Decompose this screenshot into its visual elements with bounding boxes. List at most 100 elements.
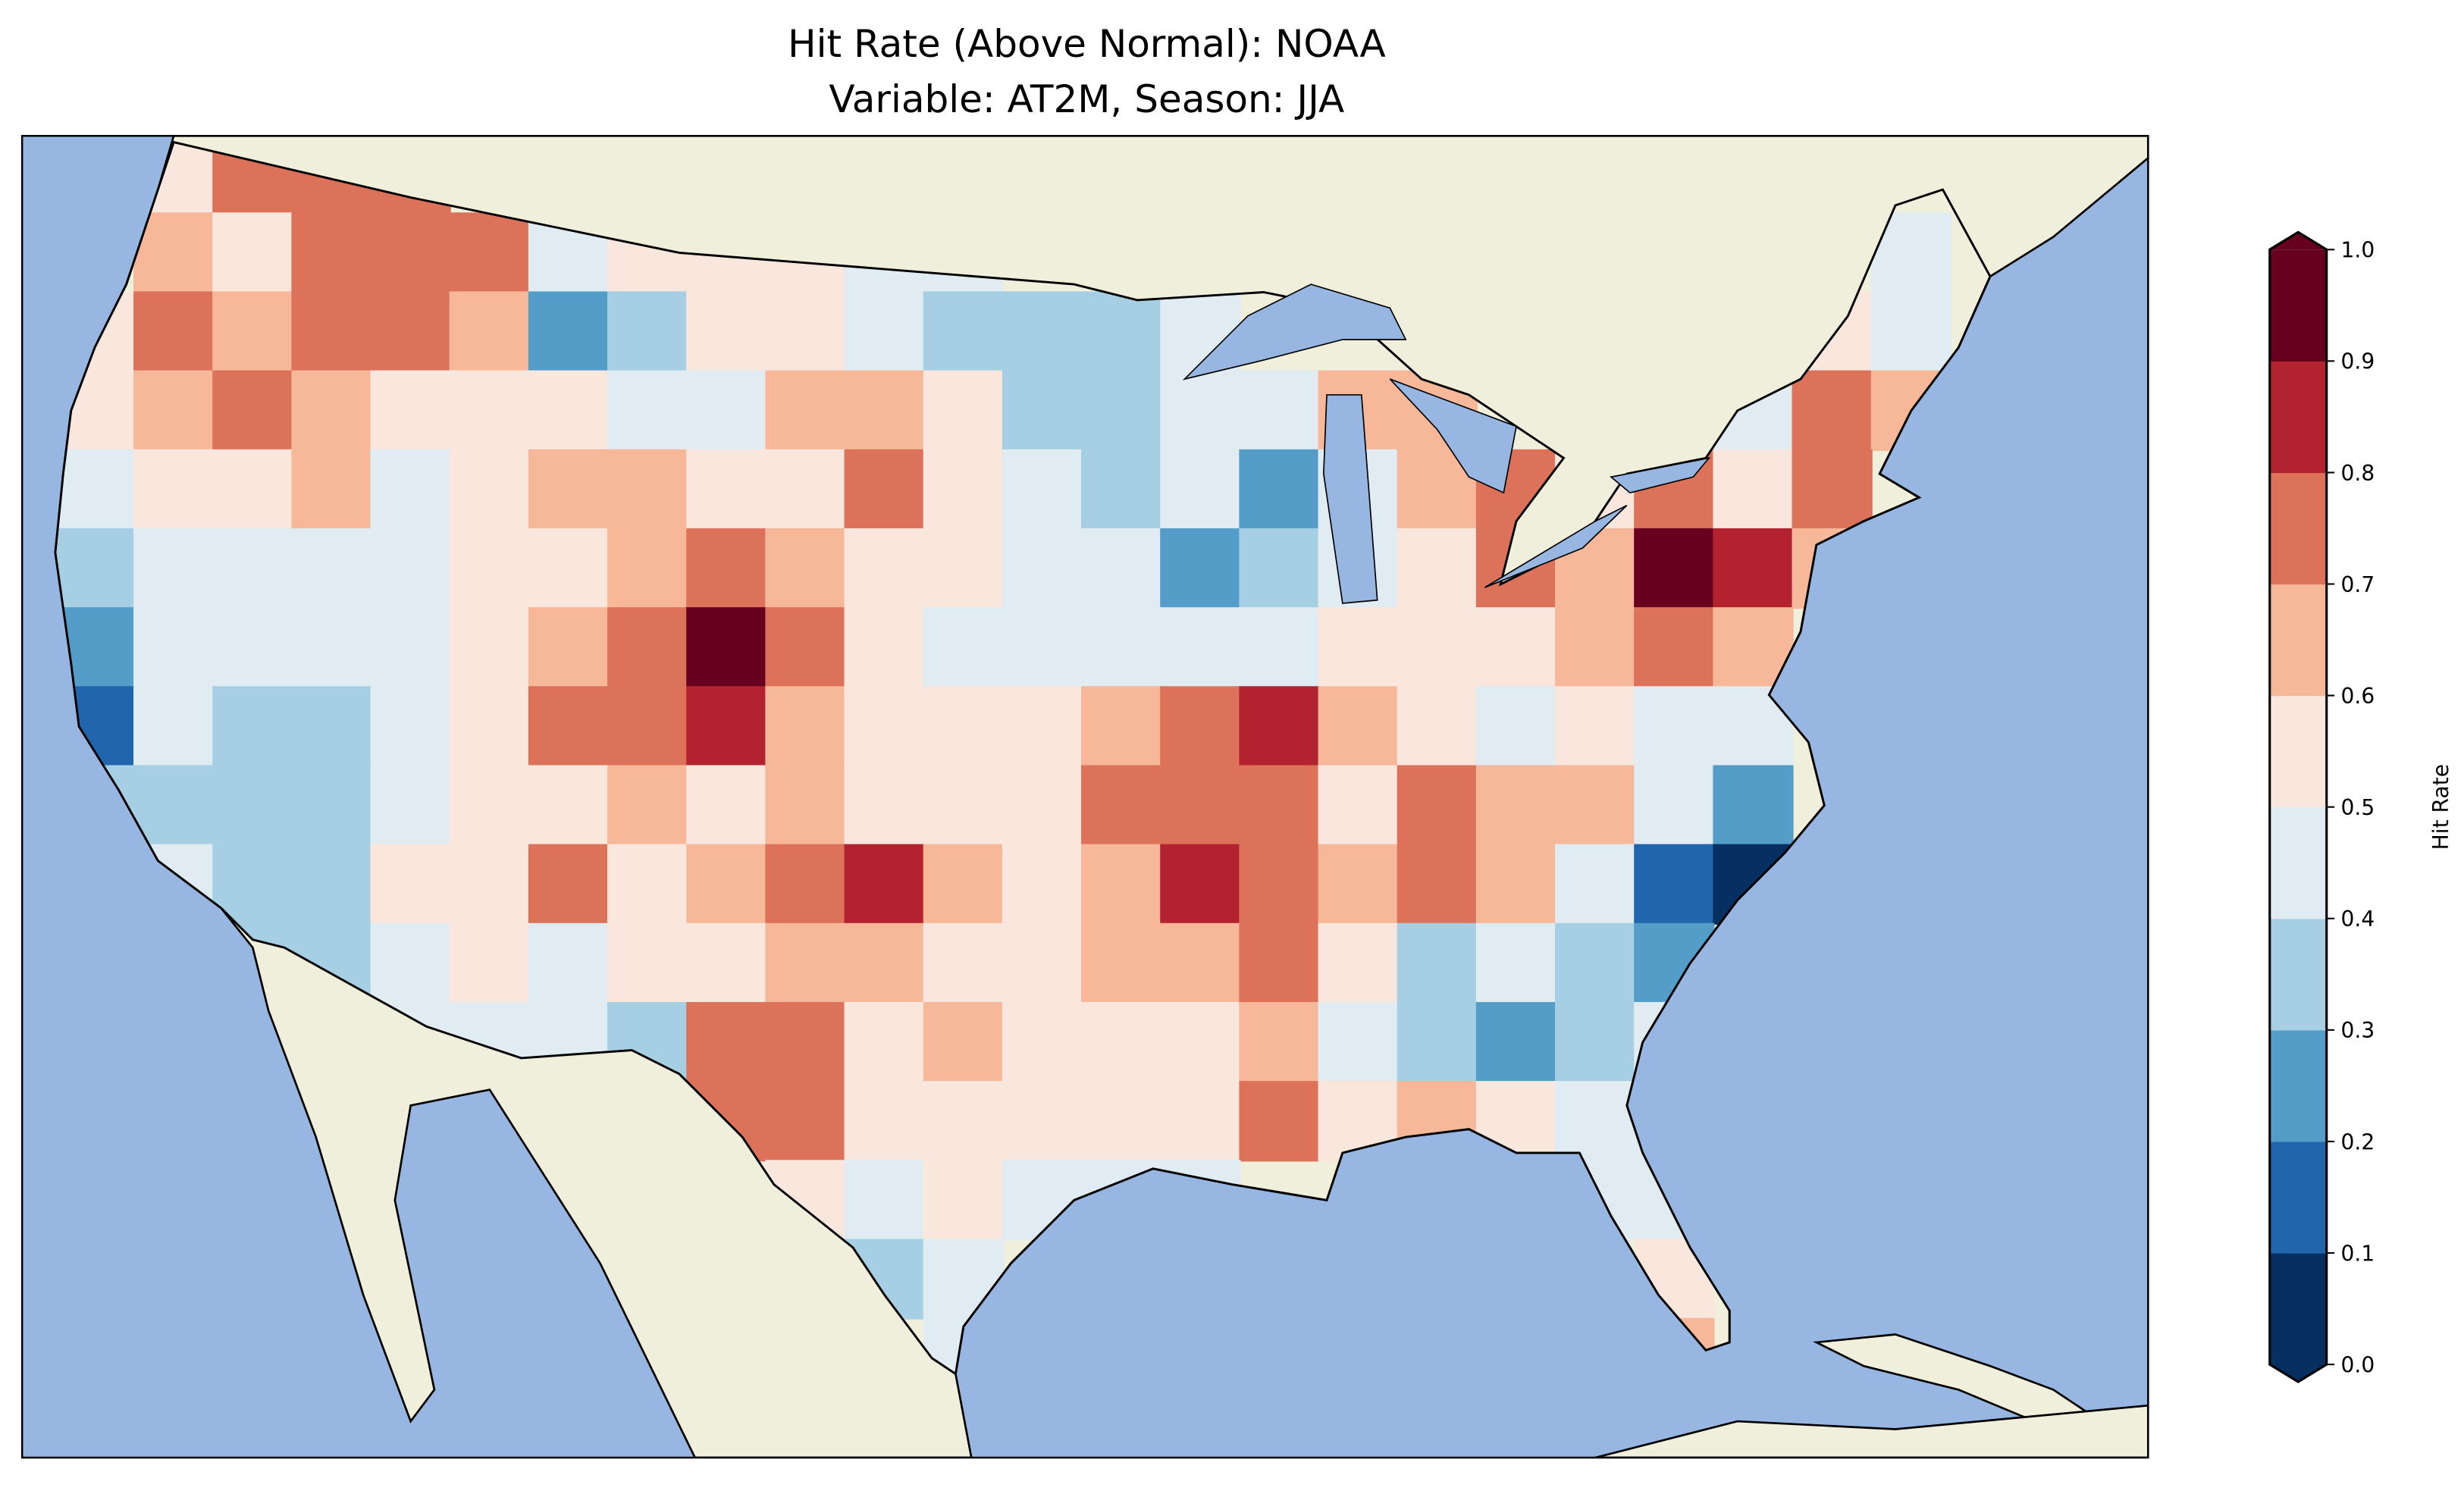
field-cell <box>1318 686 1399 767</box>
field-cell <box>133 607 215 688</box>
field-cell <box>844 1160 925 1241</box>
field-cell <box>1792 370 1873 451</box>
field-cell <box>765 607 846 688</box>
field-cell <box>607 607 688 688</box>
field-cell <box>528 449 610 531</box>
field-cell <box>1081 844 1162 925</box>
field-cell <box>765 765 846 846</box>
field-cell <box>1160 449 1241 531</box>
field-cell <box>1239 370 1320 451</box>
field-cell <box>1634 528 1715 609</box>
field-cell <box>923 922 1004 1004</box>
field-cell <box>370 922 451 1004</box>
field-cell <box>1555 844 1636 925</box>
field-cell <box>1397 765 1478 846</box>
field-cell <box>449 607 530 688</box>
colorbar-bin <box>2269 472 2327 585</box>
field-cell <box>1160 1001 1241 1083</box>
field-cell <box>844 844 925 925</box>
field-cell <box>607 765 688 846</box>
field-cell <box>844 607 925 688</box>
field-cell <box>449 922 530 1004</box>
field-cell <box>1318 765 1399 846</box>
title-line-2: Variable: AT2M, Season: JJA <box>829 77 1344 121</box>
field-cell <box>923 844 1004 925</box>
field-cell <box>844 291 925 372</box>
field-cell <box>1081 922 1162 1004</box>
colorbar-tick-label: 0.6 <box>2341 684 2375 709</box>
field-cell <box>844 765 925 846</box>
field-cell <box>1081 291 1162 372</box>
colorbar-tick-label: 0.0 <box>2341 1353 2375 1378</box>
field-cell <box>1239 765 1320 846</box>
field-cell <box>1634 686 1715 767</box>
field-cell <box>765 686 846 767</box>
field-cell <box>212 528 293 609</box>
field-cell <box>844 686 925 767</box>
field-cell <box>370 291 451 372</box>
lake-erie <box>1484 505 1628 588</box>
field-cell <box>923 765 1004 846</box>
field-cell <box>1475 765 1557 846</box>
colorbar-bin <box>2269 1141 2327 1254</box>
field-cell <box>133 449 215 531</box>
field-cell <box>449 370 530 451</box>
field-cell <box>528 765 610 846</box>
field-cell <box>1397 844 1478 925</box>
field-cell <box>1239 1081 1320 1162</box>
field-cell <box>449 686 530 767</box>
field-cell <box>1397 528 1478 609</box>
field-cell <box>1002 607 1083 688</box>
colorbar-tick-label: 0.3 <box>2341 1018 2375 1043</box>
field-cell <box>212 765 293 846</box>
field-cell <box>1870 291 1951 372</box>
field-cell <box>1002 528 1083 609</box>
map-axes <box>22 136 2149 1458</box>
field-cell <box>528 607 610 688</box>
field-cell <box>528 528 610 609</box>
field-cell <box>765 844 846 925</box>
colorbar-bin <box>2269 695 2327 808</box>
field-cell <box>686 922 767 1004</box>
field-cell <box>370 765 451 846</box>
field-cell <box>923 528 1004 609</box>
field-cell <box>1318 922 1399 1004</box>
colorbar-tick-label: 0.5 <box>2341 795 2375 820</box>
field-cell <box>923 686 1004 767</box>
field-cell <box>55 449 136 531</box>
field-cell <box>133 765 215 846</box>
field-cell <box>1002 291 1083 372</box>
field-cell <box>1475 1001 1557 1083</box>
field-cell <box>370 528 451 609</box>
field-cell <box>923 370 1004 451</box>
field-cell <box>1002 1081 1083 1162</box>
field-cell <box>1713 765 1794 846</box>
field-cell <box>528 844 610 925</box>
field-cell <box>291 528 372 609</box>
field-cell <box>291 686 372 767</box>
field-cell <box>607 528 688 609</box>
field-cell <box>449 528 530 609</box>
colorbar-tick-label: 0.2 <box>2341 1129 2375 1154</box>
field-cell <box>607 922 688 1004</box>
field-cell <box>607 291 688 372</box>
field-cell <box>1397 922 1478 1004</box>
field-cell <box>844 1001 925 1083</box>
field-cell <box>686 449 767 531</box>
field-cell <box>1239 449 1320 531</box>
field-cell <box>291 765 372 846</box>
colorbar-bin <box>2269 1253 2327 1365</box>
field-cell <box>1634 607 1715 688</box>
field-cell <box>765 1001 846 1083</box>
lake-ontario <box>1610 456 1711 493</box>
field-cell <box>449 844 530 925</box>
field-cell <box>1002 922 1083 1004</box>
field-cell <box>449 291 530 372</box>
field-cell <box>1160 1081 1241 1162</box>
lake-michigan <box>1322 394 1378 604</box>
colorbar-tick-label: 1.0 <box>2341 238 2375 263</box>
field-cell <box>765 449 846 531</box>
colorbar-bin <box>2269 807 2327 919</box>
field-cell <box>765 291 846 372</box>
